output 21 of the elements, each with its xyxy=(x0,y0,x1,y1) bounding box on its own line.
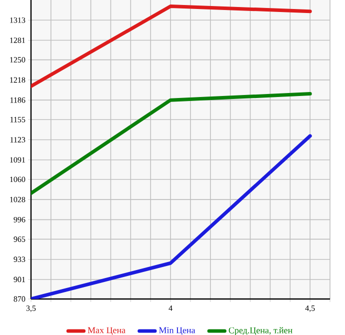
x-tick-label: 4,5 xyxy=(305,306,315,312)
x-tick-label: 3,5 xyxy=(26,306,36,312)
legend-label: Сред.Цена, т.йен xyxy=(228,327,292,335)
y-tick-label: 1313 xyxy=(10,17,26,23)
y-tick-label: 1123 xyxy=(10,137,26,142)
y-tick-label: 901 xyxy=(14,276,25,282)
legend-label: Min Цена xyxy=(159,327,196,335)
y-tick-label: 1250 xyxy=(10,57,26,62)
y-tick-label: 870 xyxy=(14,296,26,302)
y-tick-label: 1218 xyxy=(10,77,26,83)
legend-label: Max Цена xyxy=(88,327,126,335)
y-tick-label: 965 xyxy=(14,236,26,242)
y-tick-label: 1155 xyxy=(10,116,26,122)
y-tick-label: 1060 xyxy=(10,176,26,182)
y-tick-label: 1028 xyxy=(10,196,26,202)
y-tick-label: 996 xyxy=(14,216,26,222)
y-tick-label: 1091 xyxy=(10,157,25,163)
x-tick-label: 4 xyxy=(168,306,172,311)
y-tick-label: 1186 xyxy=(10,97,26,103)
y-tick-label: 933 xyxy=(14,256,26,262)
y-tick-label: 1281 xyxy=(10,38,25,43)
